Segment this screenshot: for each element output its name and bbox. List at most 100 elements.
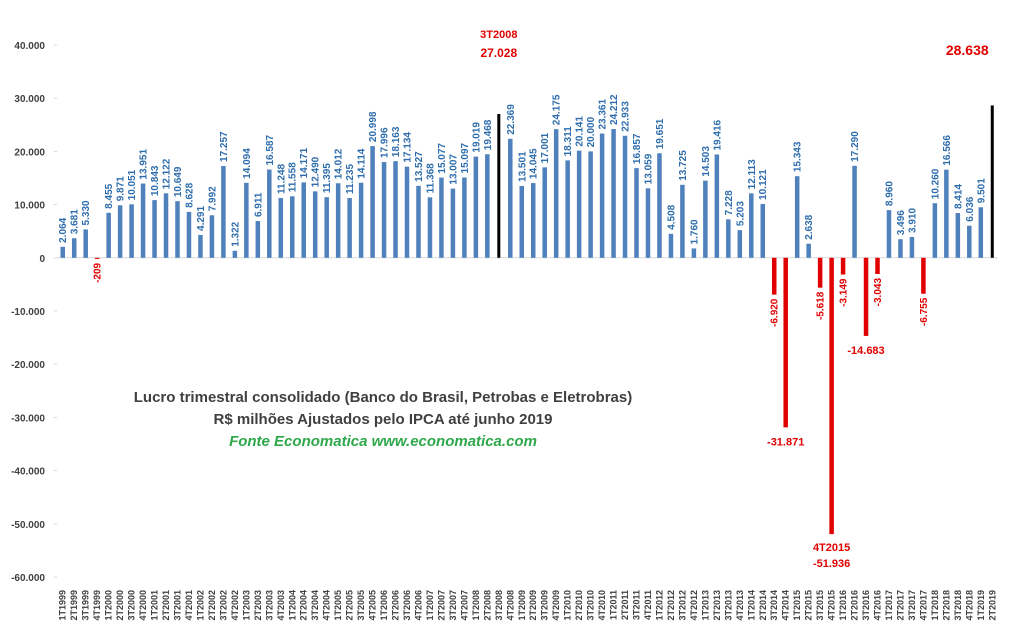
bar [898, 239, 903, 258]
x-tick-label: 1T2015 [792, 590, 802, 621]
x-tick-label: 3T2017 [907, 590, 917, 621]
bar [129, 204, 134, 258]
x-tick-label: 4T2003 [276, 590, 286, 621]
bar [404, 166, 410, 258]
x-tick-label: 4T2008 [505, 590, 515, 621]
value-label: 16.857 [632, 133, 643, 164]
bar [726, 219, 731, 258]
bar [829, 257, 834, 535]
bar [83, 229, 88, 258]
bar [106, 212, 111, 258]
value-label: 17.001 [540, 132, 551, 163]
value-label: 10.051 [127, 169, 138, 200]
value-label: 8.960 [884, 181, 895, 206]
value-label: 7.228 [724, 190, 735, 215]
x-tick-label: 3T2011 [632, 590, 642, 620]
bar [439, 177, 444, 258]
value-label: 2.638 [804, 214, 815, 239]
bar [703, 180, 708, 258]
value-label: 8.628 [184, 182, 195, 207]
x-tick-label: 4T1999 [92, 590, 102, 621]
value-label: 8.414 [953, 184, 964, 209]
bar [290, 196, 295, 258]
bar [771, 257, 777, 295]
x-tick-label: 3T2002 [218, 590, 228, 621]
x-tick-label: 4T2016 [873, 590, 883, 621]
x-tick-label: 4T2013 [735, 590, 745, 621]
value-label: 15.097 [460, 142, 471, 173]
x-tick-label: 1T2019 [976, 590, 986, 621]
bar [485, 154, 490, 258]
x-tick-label: 2T2017 [895, 590, 905, 621]
x-tick-label: 1T2010 [563, 590, 573, 621]
bar [576, 150, 582, 258]
x-tick-label: 2T1999 [69, 590, 79, 621]
value-label: -51.936 [813, 558, 850, 570]
x-tick-label: 1T2012 [654, 590, 664, 621]
bar [71, 238, 77, 258]
source: Fonte Economatica www.economatica.com [229, 433, 537, 450]
value-label: 17.290 [850, 131, 861, 162]
bar [668, 233, 674, 258]
y-tick-label: 40.000 [14, 41, 45, 52]
x-tick-label: 3T2016 [861, 590, 871, 621]
bar [749, 193, 754, 258]
value-label: 11.235 [345, 164, 356, 194]
x-tick-label: 3T2001 [172, 590, 182, 621]
value-label: 10.260 [930, 168, 941, 199]
x-tick-label: 1T2011 [609, 590, 619, 620]
x-tick-label: 2T2009 [528, 590, 538, 621]
value-label: 2.064 [58, 217, 69, 242]
x-tick-label: 3T1999 [81, 590, 91, 621]
value-label: 10.649 [173, 166, 184, 197]
x-tick-label: 2T2012 [666, 590, 676, 621]
bar [186, 211, 192, 258]
x-tick-label: 1T2009 [517, 590, 527, 621]
value-label: 13.059 [643, 153, 654, 184]
value-label: 16.587 [265, 135, 276, 166]
bar [863, 257, 869, 336]
x-tick-label: 1T2001 [150, 590, 160, 621]
value-label: 20.998 [368, 111, 379, 142]
value-label: 1.760 [689, 219, 700, 244]
bar [358, 182, 364, 258]
bar [198, 234, 203, 258]
x-tick-label: 4T2014 [781, 590, 791, 621]
bar [921, 257, 926, 294]
x-tick-label: 3T2012 [677, 590, 687, 621]
bar [657, 153, 662, 258]
bar [691, 248, 697, 258]
bar [886, 210, 892, 258]
value-label: 19.416 [712, 119, 723, 150]
x-tick-label: 3T2007 [448, 590, 458, 621]
bar [427, 197, 433, 258]
x-tick-label: 1T2006 [379, 590, 389, 621]
x-tick-label: 4T2011 [643, 590, 653, 620]
value-label: 14.503 [701, 146, 712, 177]
value-label: 13.501 [517, 151, 528, 182]
x-tick-label: 3T2004 [310, 590, 320, 621]
value-label: 11.368 [425, 163, 436, 193]
bar [335, 183, 341, 258]
value-label: 13.007 [448, 154, 459, 185]
y-tick-label: -10.000 [11, 307, 45, 318]
bar [232, 250, 238, 258]
value-label: -6.755 [919, 297, 930, 326]
bar [944, 169, 949, 258]
value-label: 8.455 [104, 183, 115, 208]
x-tick-label: 4T2004 [322, 590, 332, 621]
x-tick-label: 1T2017 [884, 590, 894, 621]
x-tick-label: 4T2010 [597, 590, 607, 621]
value-label: 19.468 [483, 119, 494, 150]
value-label: 14.171 [299, 147, 310, 178]
value-label: -6.920 [770, 298, 781, 327]
x-tick-label: 3T2018 [953, 590, 963, 621]
bar [221, 165, 226, 258]
x-tick-label: 2T2018 [941, 590, 951, 621]
value-label: 10.121 [758, 169, 769, 200]
bar [60, 246, 65, 258]
y-tick-label: 0 [39, 254, 45, 265]
bar [542, 167, 547, 258]
value-label: 17.996 [380, 127, 391, 158]
